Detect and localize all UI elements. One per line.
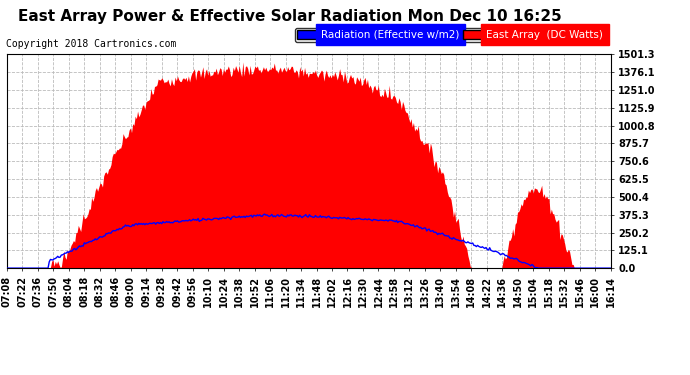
Text: East Array Power & Effective Solar Radiation Mon Dec 10 16:25: East Array Power & Effective Solar Radia… xyxy=(18,9,562,24)
Text: Copyright 2018 Cartronics.com: Copyright 2018 Cartronics.com xyxy=(6,39,176,50)
Legend: Radiation (Effective w/m2), East Array  (DC Watts): Radiation (Effective w/m2), East Array (… xyxy=(295,27,605,42)
